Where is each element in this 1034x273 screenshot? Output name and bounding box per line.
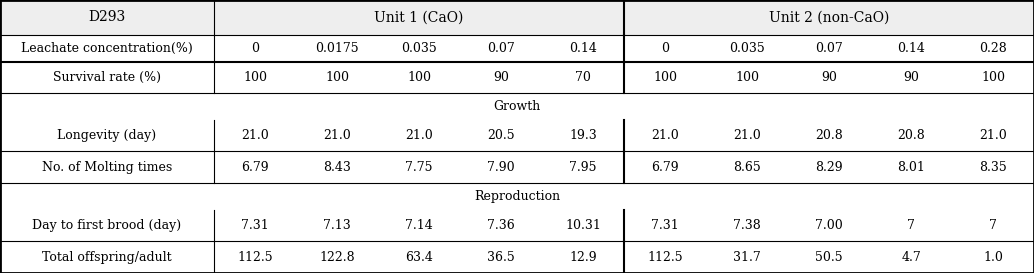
Text: 6.79: 6.79 <box>241 161 269 174</box>
Text: 100: 100 <box>407 71 431 84</box>
Text: 7.13: 7.13 <box>324 219 351 232</box>
Text: 21.0: 21.0 <box>241 129 269 142</box>
Text: Survival rate (%): Survival rate (%) <box>53 71 161 84</box>
Text: 20.8: 20.8 <box>898 129 924 142</box>
Text: 7.36: 7.36 <box>487 219 515 232</box>
Text: 8.65: 8.65 <box>733 161 761 174</box>
Text: 8.29: 8.29 <box>815 161 843 174</box>
Text: 7.90: 7.90 <box>487 161 515 174</box>
Text: Reproduction: Reproduction <box>474 190 560 203</box>
Text: Unit 1 (CaO): Unit 1 (CaO) <box>374 10 463 24</box>
Text: 20.8: 20.8 <box>815 129 843 142</box>
Text: D293: D293 <box>88 10 126 24</box>
Text: 7: 7 <box>907 219 915 232</box>
Text: 1.0: 1.0 <box>983 251 1003 264</box>
Text: 21.0: 21.0 <box>324 129 351 142</box>
Text: 7.75: 7.75 <box>405 161 433 174</box>
Text: 4.7: 4.7 <box>901 251 921 264</box>
Text: 7.31: 7.31 <box>241 219 269 232</box>
Text: 8.43: 8.43 <box>323 161 351 174</box>
Text: 112.5: 112.5 <box>647 251 682 264</box>
Text: 0.14: 0.14 <box>569 42 597 55</box>
Text: 20.5: 20.5 <box>487 129 515 142</box>
Text: 122.8: 122.8 <box>320 251 355 264</box>
Text: Day to first brood (day): Day to first brood (day) <box>32 219 182 232</box>
Text: 0.0175: 0.0175 <box>315 42 359 55</box>
Text: 100: 100 <box>243 71 267 84</box>
Text: 0.14: 0.14 <box>898 42 925 55</box>
Text: 70: 70 <box>575 71 591 84</box>
Text: 63.4: 63.4 <box>405 251 433 264</box>
Text: 90: 90 <box>821 71 837 84</box>
Text: 19.3: 19.3 <box>569 129 597 142</box>
Text: 90: 90 <box>493 71 509 84</box>
Text: 8.01: 8.01 <box>898 161 925 174</box>
Text: 7.38: 7.38 <box>733 219 761 232</box>
Text: 7.00: 7.00 <box>815 219 843 232</box>
Text: 0.28: 0.28 <box>979 42 1007 55</box>
Text: Longevity (day): Longevity (day) <box>58 129 156 142</box>
Text: Unit 2 (non-CaO): Unit 2 (non-CaO) <box>769 10 889 24</box>
Text: 0.035: 0.035 <box>729 42 765 55</box>
Text: 0.035: 0.035 <box>401 42 437 55</box>
Text: 31.7: 31.7 <box>733 251 761 264</box>
Text: 21.0: 21.0 <box>979 129 1007 142</box>
Text: 7.31: 7.31 <box>651 219 679 232</box>
Text: 10.31: 10.31 <box>566 219 601 232</box>
Text: 100: 100 <box>653 71 677 84</box>
Text: 100: 100 <box>981 71 1005 84</box>
Text: 21.0: 21.0 <box>651 129 679 142</box>
Text: 0.07: 0.07 <box>487 42 515 55</box>
Text: 21.0: 21.0 <box>733 129 761 142</box>
Text: 36.5: 36.5 <box>487 251 515 264</box>
Text: 112.5: 112.5 <box>237 251 273 264</box>
Text: Leachate concentration(%): Leachate concentration(%) <box>21 42 193 55</box>
Text: No. of Molting times: No. of Molting times <box>42 161 172 174</box>
Text: 8.35: 8.35 <box>979 161 1007 174</box>
Text: 21.0: 21.0 <box>405 129 433 142</box>
Text: 0: 0 <box>661 42 669 55</box>
Text: 100: 100 <box>735 71 759 84</box>
Text: 12.9: 12.9 <box>569 251 597 264</box>
Text: 0.07: 0.07 <box>815 42 843 55</box>
Text: Growth: Growth <box>493 100 541 113</box>
Text: 0: 0 <box>251 42 260 55</box>
Text: 100: 100 <box>325 71 349 84</box>
Text: 7.95: 7.95 <box>570 161 597 174</box>
Text: 7.14: 7.14 <box>405 219 433 232</box>
Text: 50.5: 50.5 <box>815 251 843 264</box>
Text: Total offspring/adult: Total offspring/adult <box>42 251 172 264</box>
Text: 7: 7 <box>990 219 997 232</box>
Text: 6.79: 6.79 <box>651 161 679 174</box>
Bar <box>0 0 1034 35</box>
Text: 90: 90 <box>903 71 919 84</box>
